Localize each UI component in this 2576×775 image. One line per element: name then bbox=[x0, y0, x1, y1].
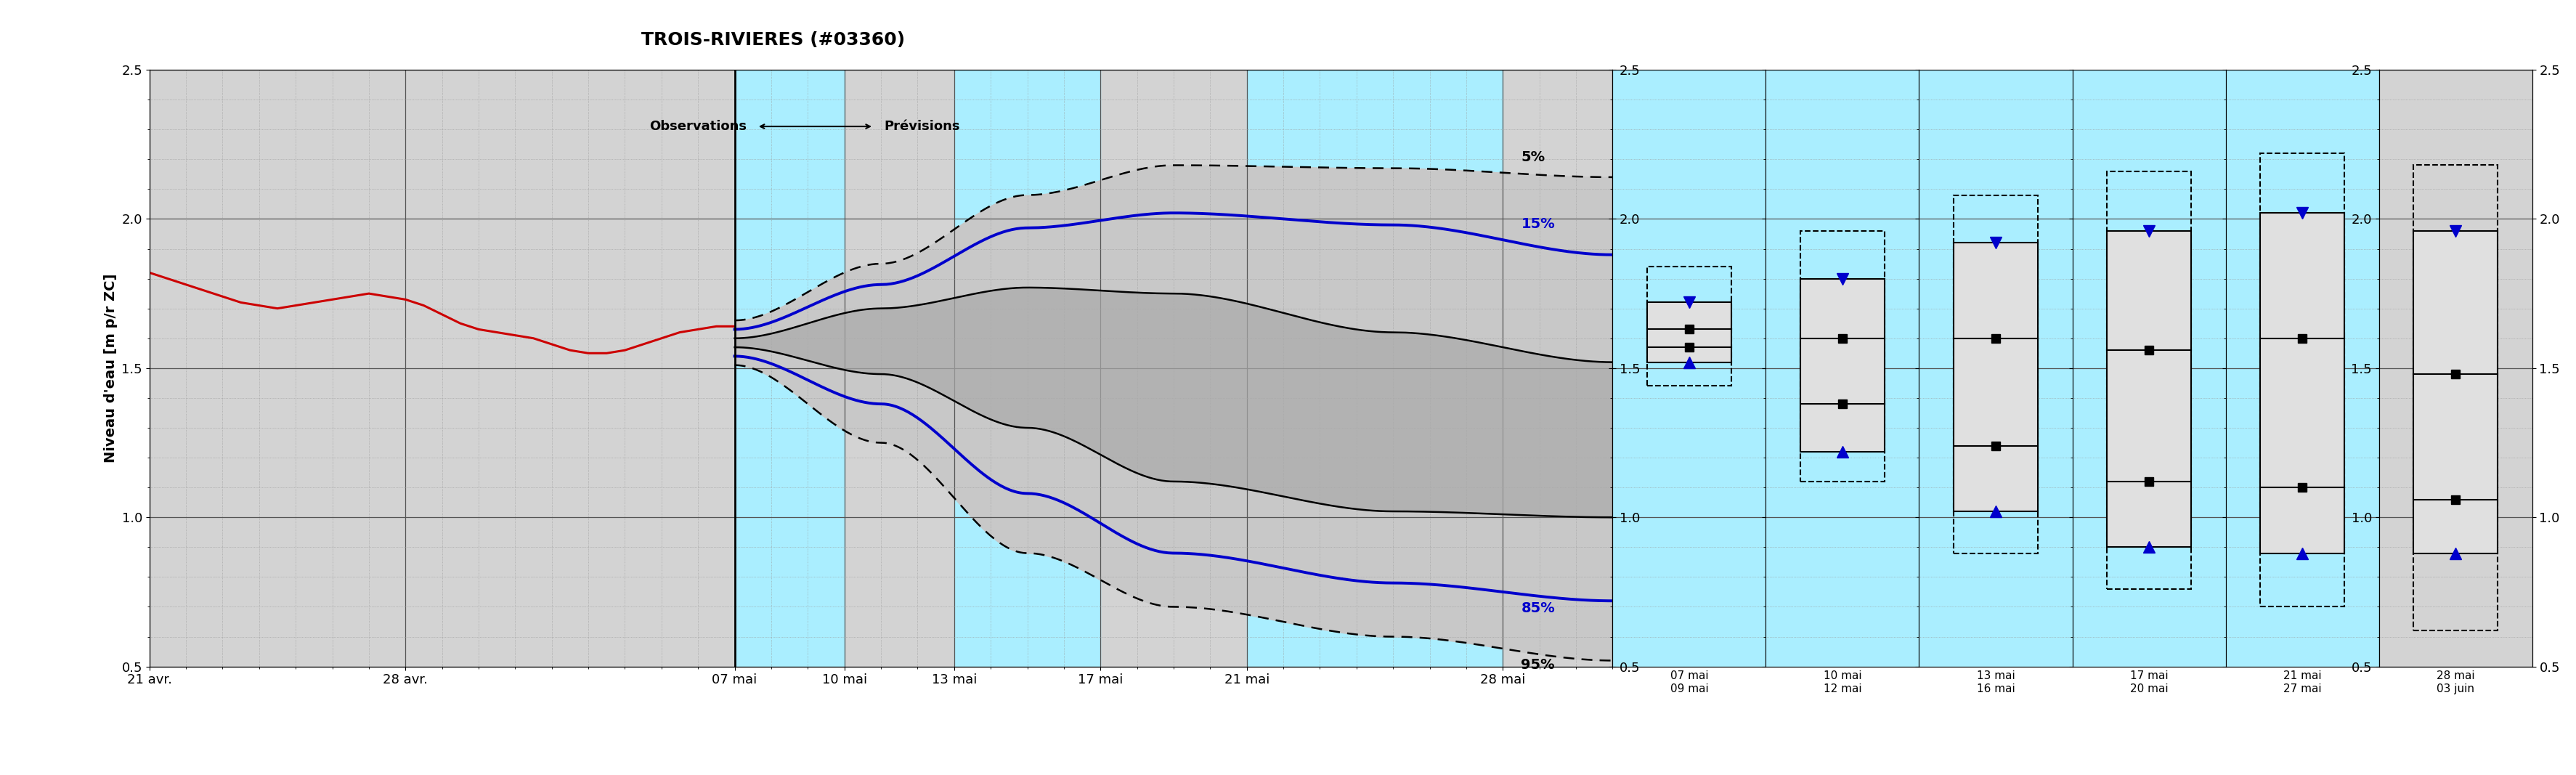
Bar bbox=[2414, 165, 2499, 631]
Bar bbox=[1646, 267, 1731, 386]
Bar bbox=[1953, 243, 2038, 512]
X-axis label: 21 mai
27 mai: 21 mai 27 mai bbox=[2282, 670, 2321, 694]
Y-axis label: Niveau d'eau [m p/r ZC]: Niveau d'eau [m p/r ZC] bbox=[103, 274, 118, 463]
Bar bbox=[2107, 171, 2192, 589]
Bar bbox=[953, 70, 1100, 666]
X-axis label: 07 mai
09 mai: 07 mai 09 mai bbox=[1669, 670, 1708, 694]
Bar bbox=[2259, 213, 2344, 553]
Text: 5%: 5% bbox=[1520, 150, 1546, 164]
Bar bbox=[2259, 153, 2344, 607]
Text: Prévisions: Prévisions bbox=[884, 120, 961, 133]
Text: 95%: 95% bbox=[1520, 658, 1556, 672]
X-axis label: 28 mai
03 juin: 28 mai 03 juin bbox=[2437, 670, 2476, 694]
X-axis label: 17 mai
20 mai: 17 mai 20 mai bbox=[2130, 670, 2169, 694]
X-axis label: 13 mai
16 mai: 13 mai 16 mai bbox=[1976, 670, 2014, 694]
Text: 15%: 15% bbox=[1520, 218, 1556, 231]
X-axis label: 10 mai
12 mai: 10 mai 12 mai bbox=[1824, 670, 1862, 694]
Bar bbox=[1801, 231, 1886, 481]
Text: TROIS-RIVIERES (#03360): TROIS-RIVIERES (#03360) bbox=[641, 31, 904, 48]
Text: 85%: 85% bbox=[1520, 601, 1556, 615]
Bar bbox=[1953, 195, 2038, 553]
Bar bbox=[1801, 278, 1886, 452]
Bar bbox=[2107, 231, 2192, 547]
Bar bbox=[1247, 70, 1502, 666]
Bar bbox=[2414, 231, 2499, 553]
Bar bbox=[734, 70, 845, 666]
Bar bbox=[1646, 302, 1731, 362]
Text: Observations: Observations bbox=[649, 120, 747, 133]
